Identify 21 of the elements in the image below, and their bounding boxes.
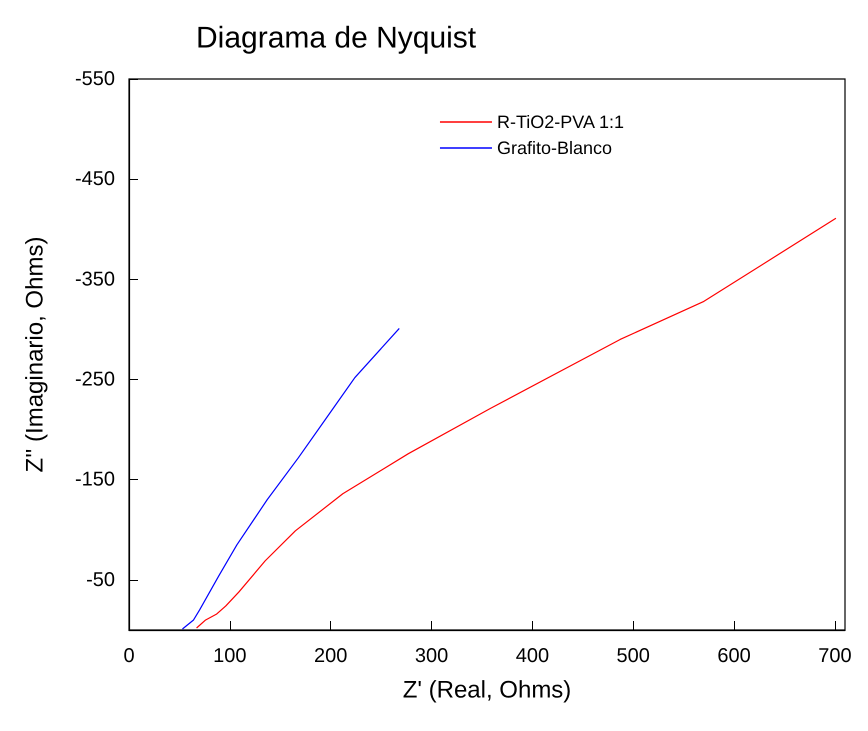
line-series [196, 218, 837, 629]
y-axis-title: Z'' (Imaginario, Ohms) [22, 236, 48, 472]
chart-title: Diagrama de Nyquist [196, 22, 477, 54]
x-tick-label: 300 [414, 645, 448, 667]
x-tick-label: 700 [818, 645, 852, 667]
y-tick-label: -350 [74, 268, 115, 290]
y-tick-label: -250 [74, 368, 115, 391]
legend-label: R-TiO2-PVA 1:1 [496, 112, 624, 132]
x-tick-label: 100 [213, 645, 247, 667]
x-axis-title: Z' (Real, Ohms) [402, 676, 572, 704]
line-series [182, 328, 400, 630]
legend-label: Grafito-Blanco [496, 138, 612, 158]
x-tick-label: 200 [314, 645, 348, 667]
x-tick-label: 500 [616, 645, 650, 667]
y-tick-label: -550 [74, 68, 115, 90]
y-tick-label: -450 [74, 168, 115, 190]
x-tick-label: 600 [717, 645, 751, 667]
x-tick-label: 0 [123, 645, 135, 667]
y-tick-label: -50 [86, 568, 115, 591]
y-tick-label: -150 [74, 468, 115, 491]
x-tick-label: 400 [516, 645, 550, 667]
